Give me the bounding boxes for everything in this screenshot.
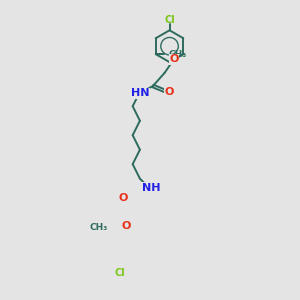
Text: O: O (169, 54, 178, 64)
Text: CH₃: CH₃ (169, 50, 187, 59)
Text: NH: NH (142, 183, 160, 193)
Text: Cl: Cl (164, 15, 175, 25)
Text: O: O (122, 221, 131, 231)
Text: Cl: Cl (115, 268, 126, 278)
Text: CH₃: CH₃ (89, 223, 107, 232)
Text: O: O (118, 193, 128, 203)
Text: HN: HN (131, 88, 149, 98)
Text: O: O (164, 87, 173, 97)
